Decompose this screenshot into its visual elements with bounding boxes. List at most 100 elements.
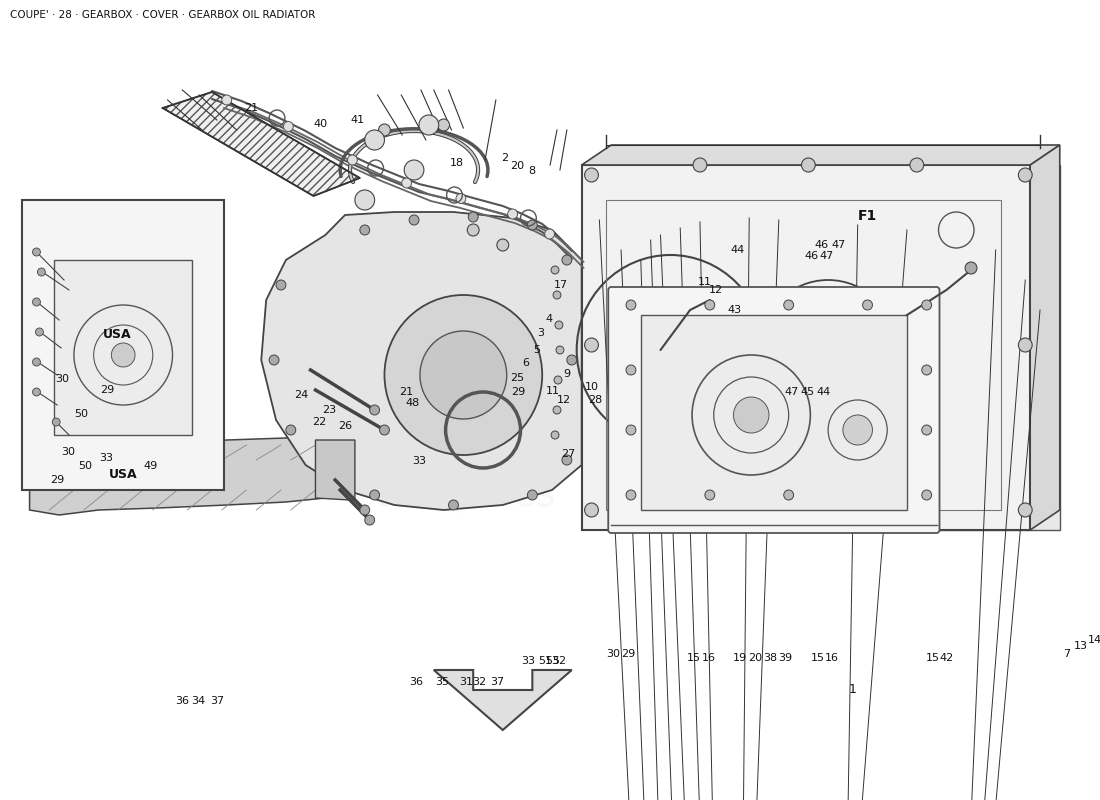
Circle shape	[965, 262, 977, 274]
Circle shape	[497, 239, 508, 251]
Circle shape	[33, 298, 41, 306]
Text: 15: 15	[925, 653, 939, 662]
Circle shape	[554, 376, 562, 384]
Text: 6: 6	[522, 358, 529, 368]
Circle shape	[553, 291, 561, 299]
Text: 13: 13	[1075, 642, 1088, 651]
Circle shape	[922, 300, 932, 310]
Text: 12: 12	[557, 395, 571, 405]
Circle shape	[469, 212, 478, 222]
Circle shape	[35, 328, 43, 336]
Circle shape	[556, 321, 563, 329]
Circle shape	[705, 490, 715, 500]
Text: 20: 20	[510, 161, 525, 170]
Circle shape	[910, 518, 924, 532]
Text: 11: 11	[697, 277, 712, 286]
Circle shape	[404, 160, 424, 180]
Circle shape	[37, 268, 45, 276]
Text: 21: 21	[399, 387, 414, 397]
Circle shape	[33, 358, 41, 366]
Polygon shape	[30, 438, 345, 515]
Text: 9: 9	[563, 370, 571, 379]
Circle shape	[783, 300, 793, 310]
Circle shape	[379, 425, 389, 435]
Text: 16: 16	[825, 653, 838, 662]
Circle shape	[544, 229, 554, 239]
Text: 38: 38	[763, 653, 777, 662]
Text: 1: 1	[848, 683, 856, 696]
Circle shape	[584, 503, 598, 517]
Circle shape	[365, 130, 385, 150]
Polygon shape	[261, 212, 582, 510]
Circle shape	[584, 168, 598, 182]
Circle shape	[626, 490, 636, 500]
Circle shape	[562, 255, 572, 265]
Circle shape	[527, 490, 537, 500]
Text: eurospares: eurospares	[736, 226, 891, 254]
Circle shape	[783, 490, 793, 500]
Circle shape	[378, 124, 390, 136]
Text: 30: 30	[606, 650, 619, 659]
Text: 35: 35	[436, 677, 450, 686]
Circle shape	[584, 338, 598, 352]
Polygon shape	[1031, 145, 1059, 530]
Circle shape	[638, 317, 703, 383]
Text: 14: 14	[1088, 635, 1100, 645]
Text: 8: 8	[528, 166, 535, 176]
FancyBboxPatch shape	[54, 260, 192, 435]
Text: 15: 15	[811, 653, 825, 662]
Text: 31: 31	[460, 677, 473, 686]
Circle shape	[562, 455, 572, 465]
Text: 33: 33	[521, 656, 535, 666]
Circle shape	[420, 331, 507, 419]
Circle shape	[527, 220, 537, 230]
Text: eurospares: eurospares	[695, 482, 866, 510]
Text: 48: 48	[405, 398, 419, 408]
Circle shape	[922, 425, 932, 435]
Polygon shape	[433, 670, 572, 730]
FancyBboxPatch shape	[22, 200, 223, 490]
Circle shape	[734, 397, 769, 433]
Circle shape	[385, 295, 542, 455]
Circle shape	[111, 343, 135, 367]
Circle shape	[508, 209, 518, 219]
Circle shape	[468, 224, 480, 236]
Circle shape	[693, 158, 707, 172]
Text: 12: 12	[708, 285, 723, 294]
Text: 29: 29	[100, 386, 114, 395]
Circle shape	[33, 248, 41, 256]
Circle shape	[1019, 338, 1032, 352]
Polygon shape	[612, 165, 1059, 530]
Text: 47: 47	[820, 251, 834, 261]
Text: 33: 33	[99, 453, 113, 462]
Text: 11: 11	[546, 386, 560, 396]
Circle shape	[419, 115, 439, 135]
Text: 5: 5	[534, 346, 540, 355]
Text: 44: 44	[730, 245, 745, 254]
Circle shape	[556, 346, 564, 354]
Circle shape	[1019, 503, 1032, 517]
Circle shape	[402, 178, 411, 188]
Text: 33: 33	[412, 456, 427, 466]
Circle shape	[693, 518, 707, 532]
Text: 34: 34	[191, 696, 206, 706]
Circle shape	[286, 425, 296, 435]
Circle shape	[365, 515, 375, 525]
Circle shape	[276, 280, 286, 290]
Circle shape	[370, 490, 379, 500]
Text: 18: 18	[450, 158, 463, 168]
Text: eurospares: eurospares	[354, 479, 557, 513]
Text: 16: 16	[702, 653, 716, 662]
Text: 47: 47	[832, 240, 846, 250]
Polygon shape	[163, 92, 360, 196]
Text: 26: 26	[338, 421, 352, 430]
Text: 46: 46	[804, 251, 818, 261]
Text: 39: 39	[778, 653, 792, 662]
Text: USA: USA	[109, 469, 138, 482]
Circle shape	[52, 418, 60, 426]
Text: 30: 30	[55, 374, 69, 384]
Text: 2: 2	[500, 154, 508, 163]
Circle shape	[566, 355, 576, 365]
Text: 52: 52	[552, 656, 567, 666]
Circle shape	[270, 355, 279, 365]
